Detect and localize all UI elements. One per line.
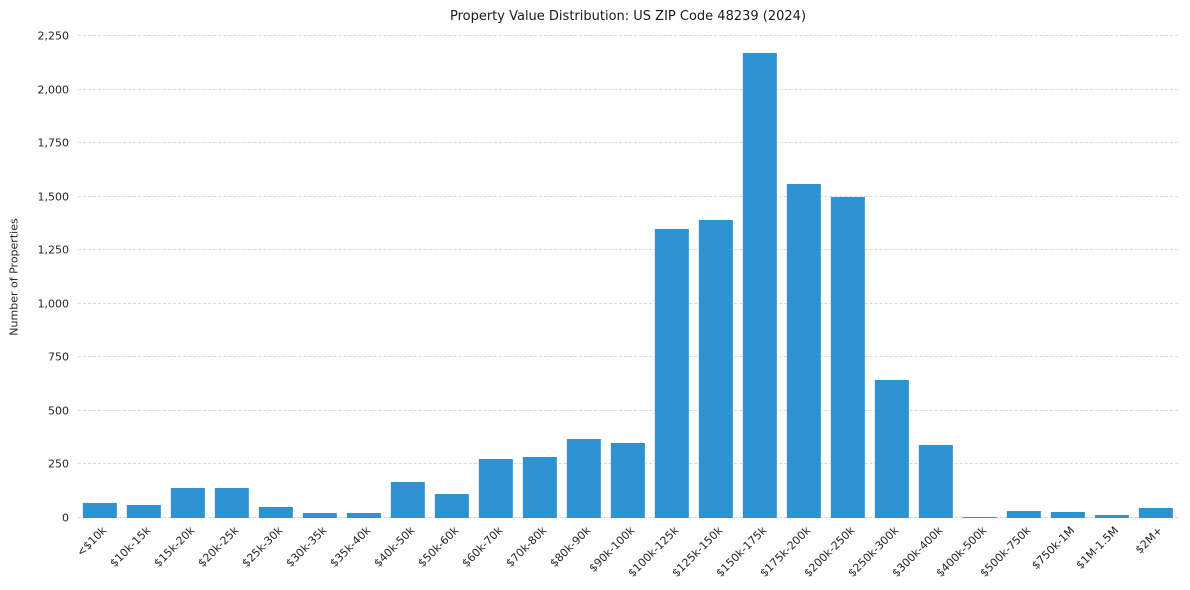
bar bbox=[390, 481, 426, 518]
x-tick-label: $25k-30k bbox=[239, 524, 286, 570]
bar bbox=[874, 379, 910, 518]
bar bbox=[1050, 511, 1086, 518]
x-tick-label: $1M-1.5M bbox=[1073, 524, 1122, 572]
x-tick-label: $40k-50k bbox=[371, 524, 418, 570]
gridline bbox=[78, 249, 1178, 251]
bar bbox=[302, 512, 338, 518]
bar bbox=[962, 516, 998, 518]
y-tick-label: 0 bbox=[62, 511, 69, 525]
gridline bbox=[78, 409, 1178, 411]
chart-title: Property Value Distribution: US ZIP Code… bbox=[449, 9, 807, 24]
gridline bbox=[78, 302, 1178, 304]
bar bbox=[522, 456, 558, 518]
bar bbox=[918, 445, 954, 518]
y-tick-label: 750 bbox=[48, 350, 69, 364]
bar bbox=[830, 196, 866, 518]
x-tick-label: $20k-25k bbox=[195, 524, 242, 570]
bar bbox=[258, 507, 294, 518]
bar bbox=[1006, 510, 1042, 518]
y-tick-label: 500 bbox=[48, 404, 69, 418]
gridline bbox=[78, 35, 1178, 36]
y-tick-label: 2,250 bbox=[37, 29, 70, 43]
x-tick-label: $50k-60k bbox=[415, 524, 462, 570]
y-tick-label: 1,750 bbox=[37, 136, 70, 150]
x-tick-label: $2M+ bbox=[1132, 524, 1166, 557]
x-tick-label: $750k-1M bbox=[1029, 524, 1078, 572]
x-tick-label: $35k-40k bbox=[327, 524, 374, 570]
bar bbox=[434, 494, 470, 518]
bar bbox=[126, 505, 162, 518]
y-axis-label: Number of Properties bbox=[7, 218, 21, 336]
bar bbox=[478, 459, 514, 518]
bar bbox=[82, 503, 118, 518]
bar bbox=[1094, 514, 1130, 518]
gridline bbox=[78, 142, 1178, 144]
y-tick-label: 1,000 bbox=[37, 297, 70, 311]
y-tick-label: 2,000 bbox=[37, 83, 70, 97]
x-tick-label: <$10k bbox=[74, 524, 110, 560]
bar bbox=[742, 53, 778, 518]
x-tick-label: $10k-15k bbox=[107, 524, 154, 570]
y-tick-label: 1,250 bbox=[37, 243, 70, 257]
bar bbox=[346, 512, 382, 518]
y-tick-label: 1,500 bbox=[37, 190, 70, 204]
bar bbox=[654, 228, 690, 518]
bar bbox=[214, 488, 250, 518]
x-tick-label: $60k-70k bbox=[459, 524, 506, 570]
gridline bbox=[78, 88, 1178, 90]
bar bbox=[610, 443, 646, 518]
bar bbox=[1138, 508, 1174, 518]
x-tick-label: $70k-80k bbox=[503, 524, 550, 570]
bar bbox=[786, 183, 822, 518]
x-tick-label: $15k-20k bbox=[151, 524, 198, 570]
gridline bbox=[78, 356, 1178, 358]
x-tick-label: $80k-90k bbox=[547, 524, 594, 570]
gridline bbox=[78, 195, 1178, 197]
bar bbox=[566, 438, 602, 518]
bar bbox=[170, 488, 206, 518]
plot-area: 0 250 500 750 1,000 1,250 1,500 1,750 2,000 2,250… bbox=[38, 30, 1178, 580]
y-tick-label: 250 bbox=[48, 457, 69, 471]
bar bbox=[698, 220, 734, 518]
x-tick-label: $30k-35k bbox=[283, 524, 330, 570]
